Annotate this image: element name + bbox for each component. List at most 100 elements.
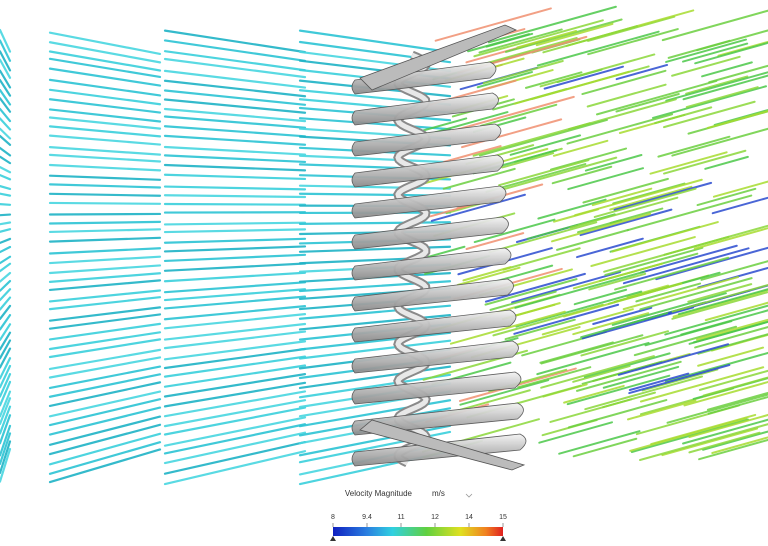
streak — [698, 438, 768, 461]
streak — [504, 18, 623, 53]
streak — [0, 202, 12, 206]
streak — [576, 360, 682, 392]
streak — [163, 305, 307, 321]
streak — [701, 61, 753, 78]
streak — [0, 78, 12, 97]
fin — [351, 216, 509, 250]
streak — [613, 181, 713, 211]
streak — [163, 98, 307, 114]
streak — [163, 245, 307, 253]
streak — [549, 147, 628, 171]
streak — [611, 292, 727, 326]
streak — [628, 364, 731, 395]
streak — [551, 212, 652, 243]
streak — [649, 151, 728, 175]
streak — [563, 282, 683, 318]
legend-unit[interactable]: m/s — [432, 489, 445, 498]
streak — [666, 393, 768, 424]
streak — [163, 185, 307, 191]
streak — [535, 22, 614, 47]
streak — [617, 343, 730, 376]
streak — [298, 184, 452, 190]
streak — [0, 405, 12, 435]
fin — [351, 340, 519, 374]
streak — [0, 69, 12, 89]
streak — [456, 266, 521, 286]
streak — [442, 167, 516, 190]
streak — [476, 71, 533, 89]
streak — [48, 67, 162, 87]
streak — [687, 110, 768, 135]
streak — [688, 431, 761, 454]
streak — [683, 380, 768, 407]
streak — [0, 213, 12, 217]
streak — [622, 276, 739, 311]
streak — [0, 304, 12, 321]
legend-ticks: 8 9.4 11 12 14 15 — [331, 514, 507, 527]
streak — [502, 247, 581, 271]
streak — [48, 247, 162, 255]
streak — [663, 224, 768, 256]
streak — [48, 174, 162, 181]
streak — [0, 28, 12, 53]
streak — [572, 312, 650, 336]
fin — [351, 123, 502, 157]
streak — [48, 146, 162, 156]
streak — [0, 447, 12, 483]
range-handles[interactable] — [330, 536, 506, 541]
streak — [163, 281, 307, 294]
streak — [694, 41, 768, 65]
streak — [48, 192, 162, 197]
streak — [0, 424, 12, 457]
streak — [163, 399, 307, 428]
streak — [540, 334, 644, 365]
streak — [635, 282, 702, 303]
streak — [163, 115, 307, 129]
streak — [467, 33, 531, 53]
streak — [0, 331, 12, 351]
streak — [540, 355, 655, 389]
streak — [694, 326, 768, 349]
streak — [586, 83, 667, 108]
streak — [48, 381, 162, 407]
streak — [484, 278, 578, 306]
streak — [583, 352, 671, 379]
streak — [0, 255, 12, 265]
streak — [48, 88, 162, 106]
streak — [0, 380, 12, 407]
streak — [498, 159, 590, 187]
streak — [702, 376, 768, 397]
streak — [661, 9, 768, 42]
streak — [0, 414, 12, 445]
streak — [708, 64, 768, 84]
streak — [462, 266, 512, 282]
streak — [48, 50, 162, 72]
streak — [472, 122, 591, 157]
streak — [514, 270, 646, 309]
streak — [48, 220, 162, 225]
streak — [298, 29, 452, 54]
streak — [442, 145, 502, 164]
streak — [697, 346, 765, 367]
streak — [48, 153, 162, 163]
streak — [163, 202, 307, 206]
streak — [580, 312, 669, 339]
fin — [351, 61, 497, 95]
streak — [572, 262, 664, 290]
streak — [487, 5, 617, 44]
streak — [0, 107, 12, 123]
streak — [484, 272, 586, 303]
streak — [517, 366, 592, 389]
fin — [351, 309, 517, 343]
streak — [478, 28, 563, 54]
streak — [0, 357, 12, 380]
streak — [163, 355, 307, 378]
streak — [552, 139, 609, 157]
streak — [0, 127, 12, 140]
streak — [48, 365, 162, 390]
unit-dropdown[interactable] — [465, 493, 473, 498]
streak — [48, 41, 162, 64]
streak — [163, 364, 307, 388]
